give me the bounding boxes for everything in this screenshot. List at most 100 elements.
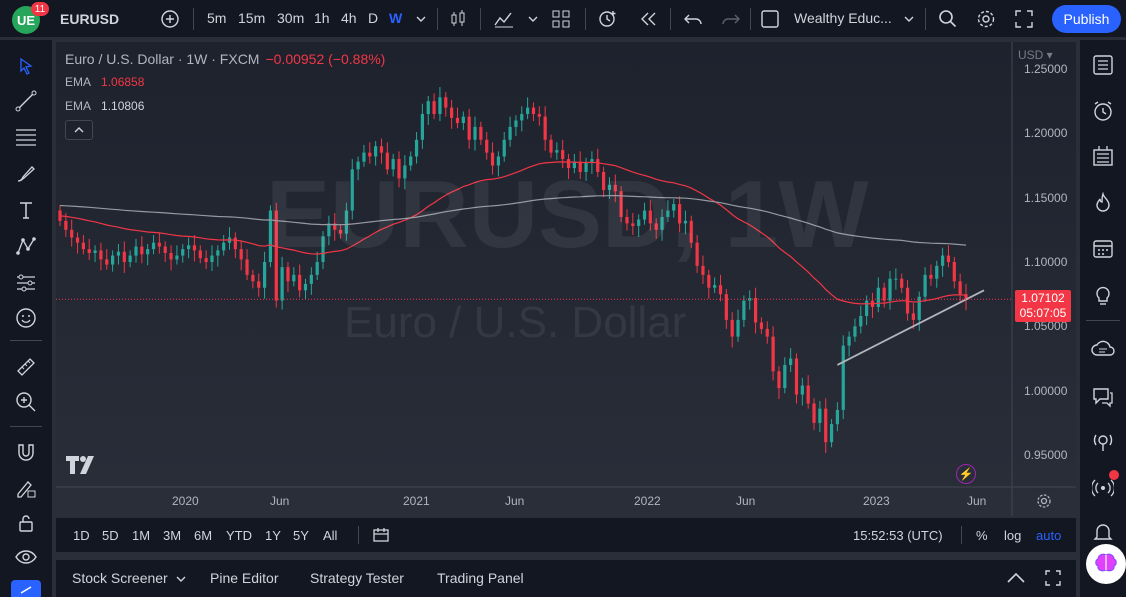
ema-slow-legend[interactable]: EMA 1.10806 — [65, 99, 144, 113]
legend-collapse-button[interactable] — [65, 120, 93, 140]
range-1m[interactable]: 1M — [132, 528, 151, 543]
notifications-bell-icon[interactable] — [1091, 520, 1115, 544]
data-window-icon[interactable] — [1091, 144, 1115, 168]
candle-body — [718, 285, 723, 295]
range-1d[interactable]: 1D — [73, 528, 90, 543]
axis-settings-icon[interactable] — [1035, 492, 1053, 510]
brush-icon[interactable] — [14, 162, 38, 186]
signal-stream-icon[interactable] — [1091, 476, 1115, 500]
ideas-lightbulb-icon[interactable] — [1091, 283, 1115, 307]
interval-dropdown-icon[interactable] — [410, 8, 432, 30]
range-5d[interactable]: 5D — [102, 528, 119, 543]
gear-icon[interactable] — [975, 8, 997, 30]
interval-15m[interactable]: 15m — [238, 10, 266, 26]
chats-icon[interactable] — [1091, 385, 1115, 409]
magnet-icon[interactable] — [14, 440, 38, 464]
candle-body — [765, 328, 769, 337]
range-6m[interactable]: 6M — [194, 528, 213, 543]
candle-body — [438, 97, 442, 115]
candle-body — [590, 159, 594, 163]
alert-icon[interactable] — [597, 8, 619, 30]
currency-label[interactable]: USD ▾ — [1018, 48, 1053, 62]
ema-fast-legend[interactable]: EMA 1.06858 — [65, 75, 144, 89]
tab-strategy-tester[interactable]: Strategy Tester — [310, 570, 404, 586]
link-icon[interactable] — [11, 580, 41, 597]
redo-icon[interactable] — [720, 8, 742, 30]
interval-30m[interactable]: 30m — [277, 10, 305, 26]
emoji-icon[interactable] — [14, 306, 38, 330]
lock-icon[interactable] — [14, 511, 38, 535]
search-icon[interactable] — [937, 8, 959, 30]
range-1y[interactable]: 1Y — [265, 528, 281, 543]
range-5y[interactable]: 5Y — [293, 528, 309, 543]
assistant-brain-icon[interactable] — [1086, 544, 1126, 584]
zoom-in-icon[interactable] — [14, 390, 38, 414]
layout-name-button[interactable]: Wealthy Educ... — [794, 10, 892, 26]
lightning-icon[interactable]: ⚡ — [956, 464, 976, 484]
eye-icon[interactable] — [14, 545, 38, 569]
tradingview-logo-icon[interactable] — [66, 456, 100, 480]
fullscreen-icon[interactable] — [1013, 8, 1035, 30]
undo-icon[interactable] — [682, 8, 704, 30]
text-tool-icon[interactable] — [14, 198, 38, 222]
interval-4h[interactable]: 4h — [341, 10, 357, 26]
chevron-down-icon[interactable] — [175, 572, 187, 590]
layout-square-icon[interactable] — [759, 8, 781, 30]
indicators-dropdown-icon[interactable] — [522, 8, 544, 30]
indicators-icon[interactable] — [493, 8, 515, 30]
watchlist-icon[interactable] — [1091, 53, 1115, 77]
chart-panel[interactable]: EURUSD, 1W Euro / U.S. Dollar Euro / U.S… — [56, 42, 1076, 516]
interval-d[interactable]: D — [368, 10, 379, 26]
percent-scale-toggle[interactable]: % — [976, 528, 988, 543]
maximize-panel-icon[interactable] — [1044, 569, 1062, 592]
templates-grid-icon[interactable] — [550, 8, 572, 30]
utc-clock[interactable]: 15:52:53 (UTC) — [853, 528, 943, 543]
interval-w[interactable]: W — [389, 10, 403, 26]
range-3m[interactable]: 3M — [163, 528, 182, 543]
alarm-clock-icon[interactable] — [1091, 99, 1115, 123]
tab-pine-editor[interactable]: Pine Editor — [210, 570, 279, 586]
lock-drawing-icon[interactable] — [14, 476, 38, 500]
cursor-icon[interactable] — [14, 54, 38, 78]
candle-body — [298, 274, 302, 291]
pattern-icon[interactable] — [14, 234, 38, 258]
candle-body — [631, 223, 635, 226]
candles-chart-type-icon[interactable] — [447, 8, 469, 30]
legend-symbol-description: Euro / U.S. Dollar · 1W · FXCM — [65, 51, 260, 67]
ruler-icon[interactable] — [14, 355, 38, 379]
auto-scale-toggle[interactable]: auto — [1036, 528, 1062, 543]
tab-stock-screener[interactable]: Stock Screener — [72, 570, 168, 586]
ema-fast-line — [59, 161, 967, 305]
range-ytd[interactable]: YTD — [226, 528, 252, 543]
candle-body — [806, 385, 810, 404]
layout-dropdown-icon[interactable] — [898, 8, 920, 30]
candle-body — [414, 139, 419, 157]
trend-line-icon[interactable] — [14, 89, 38, 113]
compare-add-icon[interactable] — [159, 8, 181, 30]
tab-trading-panel[interactable]: Trading Panel — [437, 570, 524, 586]
chevron-up-icon[interactable] — [1006, 570, 1026, 591]
publish-button[interactable]: Publish — [1052, 5, 1121, 33]
candle-body — [157, 242, 161, 247]
hotlist-fire-icon[interactable] — [1091, 191, 1115, 215]
go-to-date-icon[interactable] — [372, 526, 390, 549]
fib-retracement-icon[interactable] — [14, 125, 38, 149]
broadcast-icon[interactable] — [1091, 430, 1115, 454]
calendar-icon[interactable] — [1091, 236, 1115, 260]
replay-icon[interactable] — [637, 8, 659, 30]
range-all[interactable]: All — [323, 528, 338, 543]
candle-body — [210, 255, 214, 262]
symbol-search-button[interactable]: EURUSD — [60, 11, 120, 27]
streams-cloud-icon[interactable] — [1091, 337, 1115, 361]
forecast-icon[interactable] — [14, 271, 38, 295]
candle-body — [321, 236, 325, 262]
chart-legend-title[interactable]: Euro / U.S. Dollar · 1W · FXCM −0.00952 (… — [65, 51, 385, 67]
interval-5m[interactable]: 5m — [207, 10, 227, 26]
candle-body — [888, 278, 892, 301]
interval-1h[interactable]: 1h — [314, 10, 330, 26]
candle-body — [713, 285, 717, 288]
candle-body — [660, 216, 664, 230]
candle-body — [186, 245, 191, 250]
price-chart[interactable] — [56, 42, 1076, 516]
log-scale-toggle[interactable]: log — [1004, 528, 1022, 543]
